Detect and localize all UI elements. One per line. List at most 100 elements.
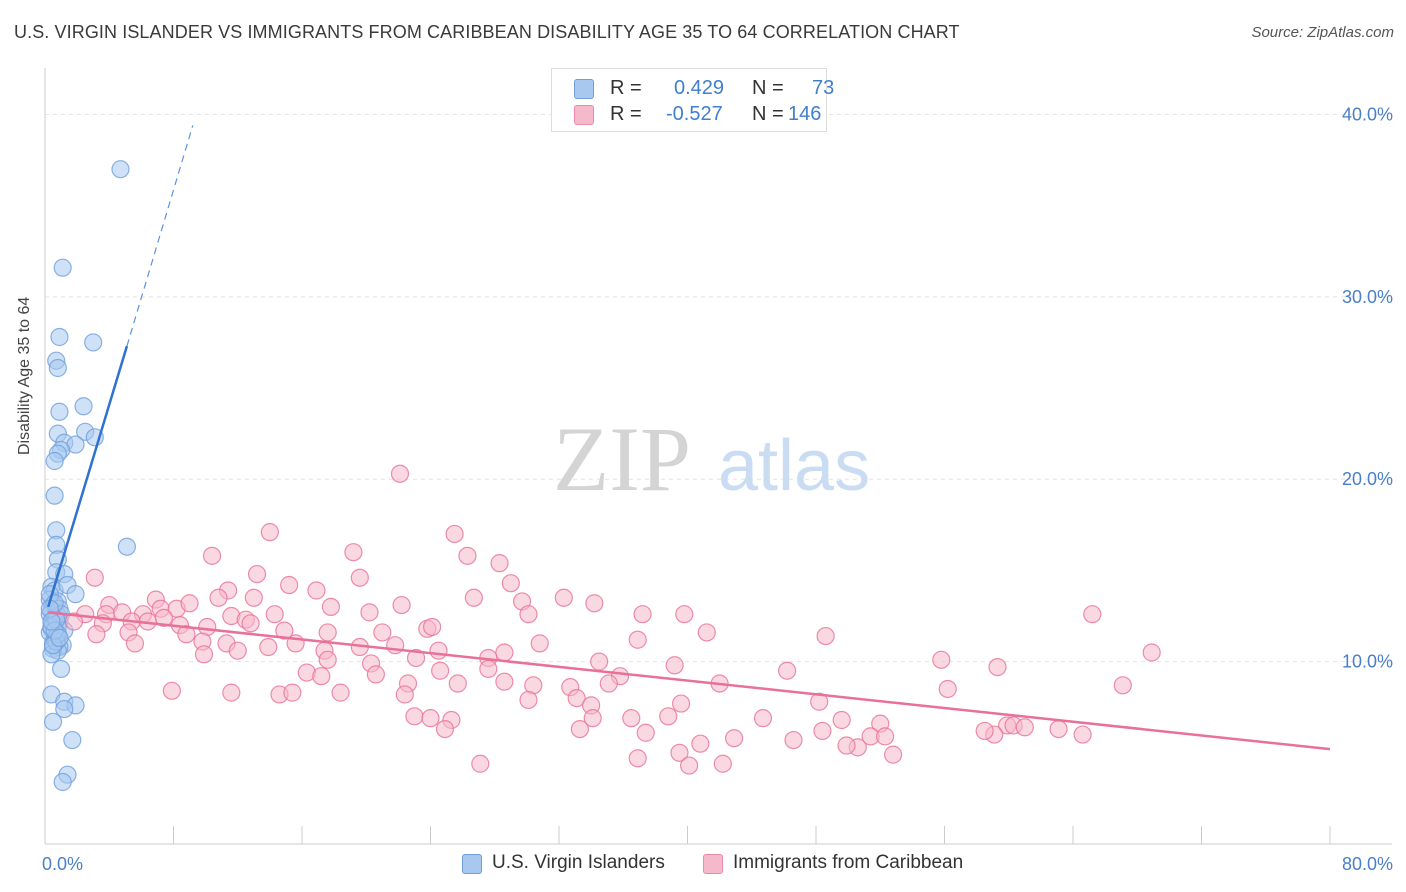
data-point-virgin-islanders [50,402,69,421]
data-point-caribbean [665,656,684,675]
data-point-caribbean [458,546,477,565]
data-point-caribbean [445,524,464,544]
x-tick-label: 80.0% [1342,854,1393,874]
data-point-caribbean [202,546,222,565]
data-point-caribbean [1142,643,1161,662]
legend-n-label: N = [752,103,784,125]
data-point-caribbean [471,754,490,773]
legend-n-value: 146 [788,103,822,125]
data-point-caribbean [519,690,538,710]
data-point-caribbean [87,625,106,644]
data-point-virgin-islanders [111,160,130,179]
trend-extension-virgin-islanders [126,125,194,347]
data-point-caribbean [244,588,263,607]
data-point-caribbean [1113,676,1132,695]
data-point-caribbean [222,683,241,702]
data-point-caribbean [366,665,385,684]
data-point-caribbean [318,623,337,642]
data-point-virgin-islanders [55,699,74,719]
data-point-caribbean [519,605,538,624]
data-point-caribbean [671,694,691,713]
y-tick-label: 30.0% [1342,287,1393,307]
tick-labels: 10.0% 20.0% 30.0% 40.0% 0.0% 80.0% [42,104,1393,874]
data-point-caribbean [697,623,716,642]
data-point-caribbean [777,661,797,680]
data-point-caribbean [125,634,145,653]
data-point-caribbean [633,605,652,624]
data-point-virgin-islanders [53,258,72,277]
data-point-caribbean [810,692,829,711]
data-point-caribbean [247,564,267,584]
data-point-caribbean [395,685,414,704]
data-point-caribbean [260,523,279,542]
data-point-caribbean [423,617,442,637]
chart-title: U.S. VIRGIN ISLANDER VS IMMIGRANTS FROM … [14,22,960,42]
trend-line-caribbean [48,611,1331,751]
data-point-virgin-islanders [42,612,61,631]
legend-r-value: -0.527 [666,103,723,125]
data-point-caribbean [495,643,514,662]
data-point-caribbean [636,723,655,742]
data-point-caribbean [975,721,994,741]
data-point-caribbean [429,641,448,660]
data-point-caribbean [713,754,732,773]
data-point-caribbean [495,672,514,691]
bottom-legend-label-caribbean: Immigrants from Caribbean [733,852,964,873]
correlation-legend: R = 0.429 N = 73 R = -0.527 N = 146 [551,68,834,132]
data-point-caribbean [479,659,498,679]
data-point-caribbean [583,709,602,728]
data-point-caribbean [312,667,331,686]
legend-swatch-virgin-islanders [574,79,594,99]
data-point-caribbean [570,719,589,739]
data-point-caribbean [344,543,363,562]
data-point-caribbean [307,581,326,600]
data-point-caribbean [875,727,895,746]
data-point-caribbean [405,707,424,726]
data-point-virgin-islanders [50,628,69,648]
data-point-caribbean [883,745,903,764]
data-point-caribbean [938,679,957,699]
legend-n-value: 73 [812,77,835,99]
data-point-virgin-islanders [51,659,71,679]
data-point-caribbean [265,605,284,624]
data-point-caribbean [275,621,294,640]
bottom-legend-swatch-caribbean [703,854,723,874]
data-point-virgin-islanders [43,712,63,731]
series-virgin-islanders-points [40,160,137,792]
data-point-caribbean [318,650,337,669]
y-tick-label: 10.0% [1342,652,1393,672]
data-point-caribbean [832,710,851,730]
data-point-caribbean [241,614,260,633]
axes [44,68,1392,845]
data-point-caribbean [599,674,618,693]
data-point-caribbean [753,709,773,728]
data-point-caribbean [448,674,467,693]
data-point-virgin-islanders [45,486,64,505]
data-point-caribbean [670,743,689,762]
data-point-caribbean [259,637,278,657]
source-note: Source: ZipAtlas.com [1251,24,1394,41]
legend-r-label: R = [610,103,642,125]
x-tick-label: 0.0% [42,854,83,874]
data-point-caribbean [1049,719,1068,739]
data-point-caribbean [85,568,104,587]
data-point-caribbean [1015,718,1034,737]
data-point-caribbean [373,623,392,642]
data-point-caribbean [628,630,647,649]
data-point-caribbean [180,594,199,613]
data-point-caribbean [585,594,604,613]
data-point-caribbean [530,634,549,653]
data-point-caribbean [406,648,426,668]
data-point-caribbean [194,645,214,664]
data-point-caribbean [331,683,350,702]
trend-line-virgin-islanders [47,345,129,608]
data-point-caribbean [280,575,299,595]
data-point-caribbean [228,641,247,660]
data-point-caribbean [64,612,84,631]
y-tick-label: 20.0% [1342,469,1393,489]
data-point-virgin-islanders [66,585,85,604]
watermark-zip-text: ZIP [553,408,691,510]
trend-lines [47,125,1331,751]
watermark: ZIP atlas [553,408,870,510]
data-point-caribbean [390,464,410,483]
